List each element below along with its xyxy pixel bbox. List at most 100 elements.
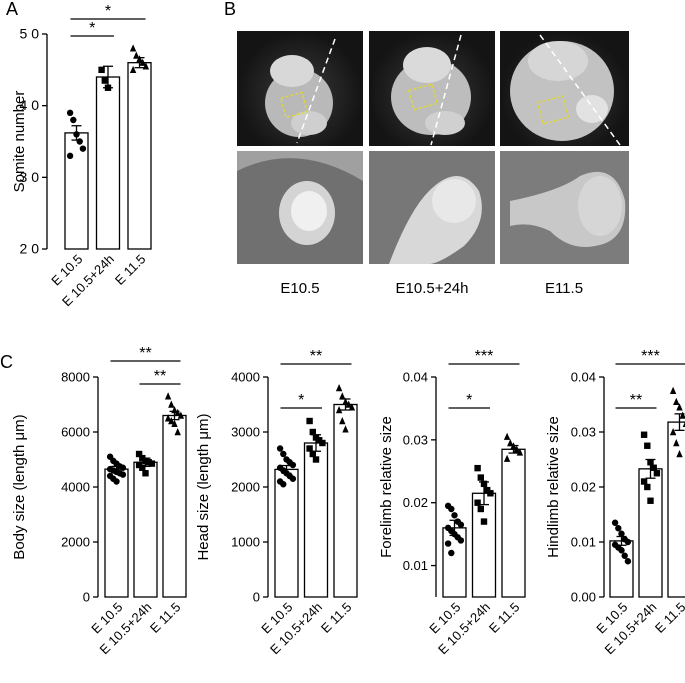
embryo-e115-drawing [510, 34, 621, 146]
forelimb-data-point [457, 521, 465, 528]
chart-body: 0 2000 4000 6000 8000 Body size (length μm) E … [11, 345, 187, 657]
hindlimb-x-tick-label: E 11.5 [652, 599, 685, 636]
head-bar [274, 468, 299, 598]
hindlimb-data-point [624, 538, 632, 546]
body-data-point [164, 414, 172, 422]
hindlimb-data-point [618, 530, 625, 537]
limb-closeup-e105-24h [369, 151, 495, 264]
somite-data-point [66, 152, 74, 160]
hindlimb-data-point [679, 411, 685, 419]
head-y-tick-label: 1000 [231, 535, 260, 550]
hindlimb-data-point [676, 450, 683, 458]
forelimb-data-point [474, 464, 481, 472]
forelimb-data-point [503, 454, 511, 462]
embryo-image-e105 [237, 31, 363, 146]
forelimb-data-point [477, 474, 484, 481]
forelimb-data-point [444, 540, 452, 547]
forelimb-data-point [457, 537, 465, 544]
embryo-image-e105-24h [369, 31, 495, 146]
body-y-tick-label: 6000 [61, 425, 90, 440]
body-data-point [171, 419, 178, 427]
somite-data-point [129, 65, 137, 74]
body-data-point [119, 471, 127, 478]
head-data-point [348, 403, 356, 411]
hindlimb-data-point [640, 478, 648, 485]
body-data-point [135, 450, 143, 458]
chart-head: 0 1000 2000 3000 4000 Head size (length μm) E … [195, 348, 358, 657]
somite-data-point [70, 116, 77, 124]
caption-e105: E10.5 [280, 280, 320, 297]
hindlimb-significance-label: *** [641, 348, 660, 365]
somite-data-point [142, 62, 150, 70]
hindlimb-data-point [647, 497, 654, 504]
body-data-point [142, 470, 149, 477]
body-data-point [168, 417, 175, 425]
head-x-tick-label: E 11.5 [318, 599, 355, 636]
body-bar [133, 461, 158, 598]
head-data-point [309, 450, 316, 458]
body-significance-label: ** [139, 345, 151, 362]
forelimb-data-point [474, 499, 481, 506]
somite-significance-label: * [105, 3, 111, 20]
forelimb-data-point [510, 442, 517, 450]
head-data-point [276, 445, 284, 452]
head-data-point [280, 481, 287, 488]
somite-x-tick-label: E 11.5 [112, 251, 149, 288]
forelimb-y-tick-label: 0.02 [403, 495, 428, 510]
body-data-point [148, 460, 156, 467]
body-data-point [139, 464, 146, 471]
head-data-point [312, 456, 320, 463]
limb-closeup-e115 [500, 151, 629, 264]
body-y-label: Body size (length μm) [11, 414, 28, 559]
head-data-point [289, 475, 297, 482]
head-y-tick-label: 2000 [231, 480, 260, 495]
body-significance-label: ** [154, 368, 166, 385]
somite-data-point [139, 58, 146, 66]
somite-data-point [136, 55, 143, 63]
forelimb-significance-label: * [466, 392, 472, 409]
hindlimb-data-point [673, 439, 680, 447]
head-data-point [339, 417, 346, 425]
head-data-point [342, 397, 349, 405]
embryo-image-e115 [500, 31, 629, 146]
forelimb-y-tick-label: 0.01 [403, 558, 428, 573]
body-data-point [174, 428, 181, 436]
body-bar [104, 468, 129, 598]
hindlimb-y-tick-label: 0.01 [571, 535, 596, 550]
embryo-e105-24h-drawing [391, 34, 471, 146]
body-data-point [177, 411, 185, 419]
panel-label-b: B [224, 0, 237, 19]
hindlimb-data-point [644, 483, 651, 491]
body-data-point [113, 478, 120, 485]
hindlimb-data-point [653, 470, 661, 477]
somite-significance-label: * [89, 20, 95, 37]
forelimb-y-tick-label: 0.03 [403, 432, 428, 447]
head-significance-label: ** [310, 348, 322, 365]
caption-e105-24h: E10.5+24h [395, 280, 469, 297]
head-data-point [289, 461, 297, 469]
head-data-point [335, 384, 343, 392]
head-data-point [339, 392, 346, 400]
somite-data-point [76, 138, 83, 145]
head-data-point [342, 425, 349, 433]
head-y-tick-label: 0 [253, 590, 260, 605]
forelimb-significance-label: *** [475, 348, 494, 365]
body-bar [162, 414, 187, 598]
chart-forelimb: 0.01 0.02 0.03 0.04 Forelimb relative size E … [378, 348, 526, 657]
somite-y-tick-label: 4 0 [20, 97, 40, 113]
head-data-point [309, 428, 316, 436]
somite-bar [95, 76, 121, 250]
forelimb-data-point [487, 490, 494, 497]
hindlimb-data-point [647, 459, 654, 466]
hindlimb-data-point [650, 464, 657, 471]
limb-e115-drawing [500, 151, 629, 264]
forelimb-y-tick-label: 0.04 [403, 370, 428, 385]
somite-bar [127, 62, 152, 250]
hindlimb-y-tick-label: 0.03 [571, 425, 596, 440]
head-y-tick-label: 4000 [231, 370, 260, 385]
hindlimb-data-point [624, 558, 632, 565]
somite-data-point [73, 131, 80, 138]
hindlimb-data-point [682, 421, 685, 427]
hindlimb-y-label: Hindlimb relative size [545, 416, 562, 558]
